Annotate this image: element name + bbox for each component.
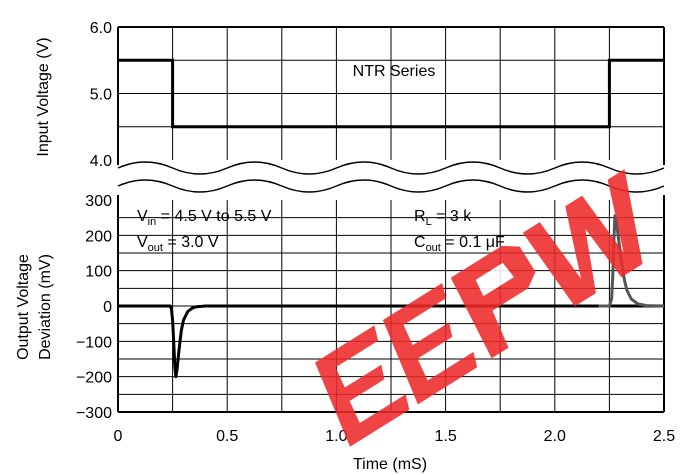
axis-break-wave-lower bbox=[117, 179, 665, 193]
series-input-voltage bbox=[118, 58, 664, 129]
bottom-y-tick-label: 300 bbox=[85, 193, 112, 210]
bottom-y-tick-label: 100 bbox=[85, 264, 112, 281]
x-tick-label: 1.5 bbox=[434, 428, 456, 445]
watermark-logo bbox=[315, 169, 643, 447]
x-tick-label: 0 bbox=[114, 428, 123, 445]
top-y-tick-label: 5.0 bbox=[90, 87, 112, 104]
rl-annotation: RL = 3 k bbox=[414, 208, 472, 228]
axis-labels: NTR Series Vin = 4.5 V to 5.5 V Vout = 3… bbox=[15, 37, 505, 473]
bottom-y-axis-label-line2: Deviation (mV) bbox=[37, 254, 54, 360]
cout-annotation: Cout = 0.1 μF bbox=[414, 234, 505, 254]
bottom-y-tick-label: −100 bbox=[76, 334, 112, 351]
plot-frame bbox=[106, 26, 676, 413]
input-voltage-panel bbox=[118, 58, 664, 129]
output-deviation-panel bbox=[118, 214, 665, 379]
top-y-tick-label: 6.0 bbox=[90, 20, 112, 37]
vin-annotation: Vin = 4.5 V to 5.5 V bbox=[137, 208, 272, 228]
x-tick-label: 1.0 bbox=[325, 428, 347, 445]
x-axis-label: Time (mS) bbox=[353, 456, 427, 473]
series-output-deviation-1 bbox=[598, 214, 665, 308]
x-tick-label: 0.5 bbox=[216, 428, 238, 445]
bottom-y-tick-label: 0 bbox=[103, 299, 112, 316]
top-annotation: NTR Series bbox=[353, 63, 436, 80]
x-tick-label: 2.5 bbox=[653, 428, 675, 445]
x-tick-label: 2.0 bbox=[544, 428, 566, 445]
bottom-y-tick-label: 200 bbox=[85, 228, 112, 245]
top-y-tick-label: 4.0 bbox=[90, 153, 112, 170]
bottom-y-axis-label-line1: Output Voltage bbox=[15, 254, 32, 360]
bottom-y-tick-label: −200 bbox=[76, 370, 112, 387]
vout-annotation: Vout = 3.0 V bbox=[137, 234, 219, 254]
series-output-deviation-0 bbox=[118, 304, 664, 379]
top-y-axis-label: Input Voltage (V) bbox=[35, 37, 52, 156]
bottom-y-tick-label: −300 bbox=[76, 405, 112, 422]
axis-break-wave-upper bbox=[117, 161, 665, 175]
